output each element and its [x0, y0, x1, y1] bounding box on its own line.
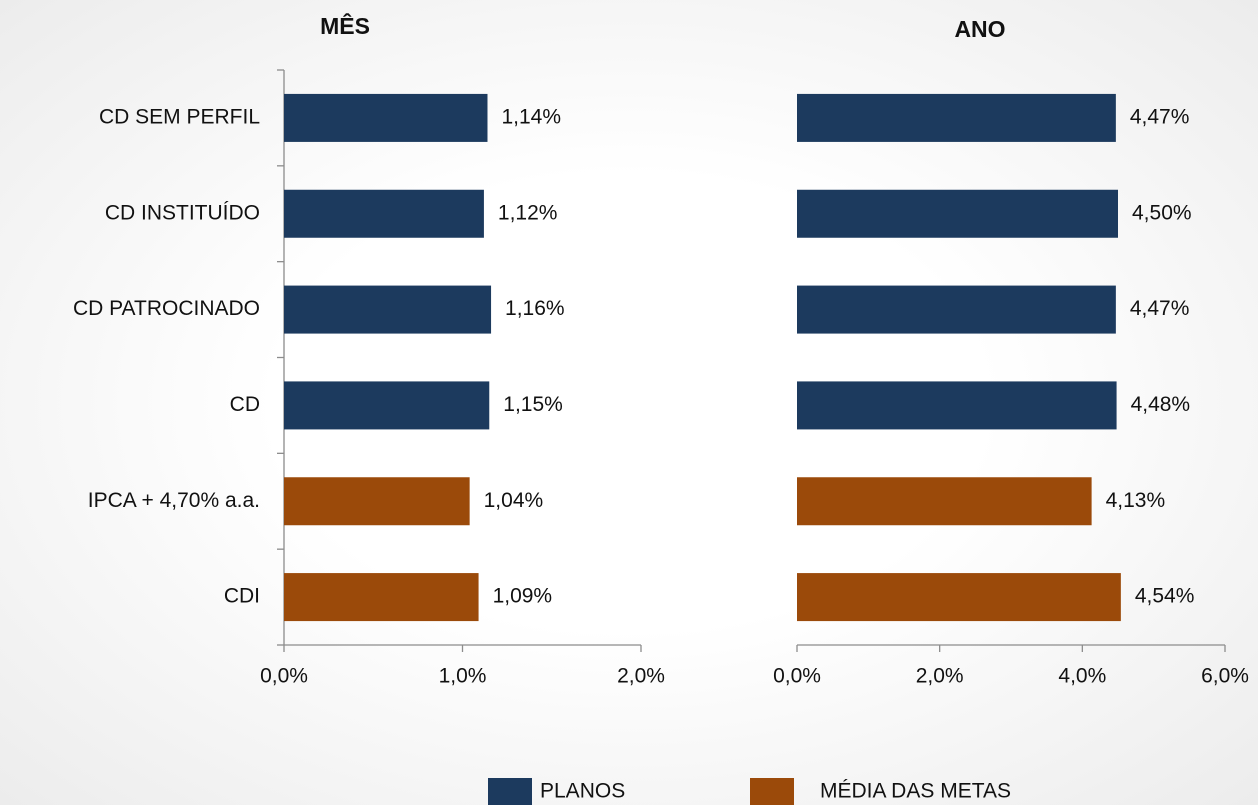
bar — [284, 477, 470, 526]
bar — [284, 381, 490, 430]
value-label: 4,13% — [1106, 489, 1166, 512]
x-tick-label: 1,0% — [439, 665, 487, 688]
y-tick-label: CD INSTITUÍDO — [105, 201, 260, 224]
chart-title: MÊS — [320, 12, 370, 39]
value-label: 1,09% — [493, 585, 553, 608]
value-label: 4,48% — [1131, 393, 1191, 416]
chart-title: ANO — [954, 16, 1005, 42]
bar — [797, 381, 1117, 430]
bar — [797, 573, 1121, 622]
y-tick-label: CD PATROCINADO — [73, 297, 260, 320]
y-tick-label: CD SEM PERFIL — [99, 105, 260, 128]
x-tick-label: 2,0% — [617, 665, 665, 688]
x-tick-label: 6,0% — [1201, 665, 1249, 688]
value-label: 1,15% — [503, 393, 563, 416]
bar — [284, 93, 488, 142]
x-tick-label: 0,0% — [260, 665, 308, 688]
bar — [284, 285, 492, 334]
y-tick-label: IPCA + 4,70% a.a. — [88, 489, 260, 512]
value-label: 1,12% — [498, 201, 558, 224]
value-label: 1,14% — [501, 105, 561, 128]
legend-label: PLANOS — [540, 780, 625, 803]
legend-swatch — [750, 778, 794, 805]
bar — [797, 93, 1116, 142]
legend-label: MÉDIA DAS METAS — [820, 780, 1011, 803]
bar — [797, 189, 1118, 238]
value-label: 4,50% — [1132, 201, 1192, 224]
x-tick-label: 4,0% — [1058, 665, 1106, 688]
y-tick-label: CDI — [224, 585, 260, 608]
value-label: 4,54% — [1135, 585, 1195, 608]
bar — [284, 573, 479, 622]
value-label: 4,47% — [1130, 105, 1190, 128]
bar — [797, 477, 1092, 526]
value-label: 1,16% — [505, 297, 565, 320]
value-label: 1,04% — [484, 489, 544, 512]
x-tick-label: 2,0% — [916, 665, 964, 688]
bar — [284, 189, 484, 238]
x-tick-label: 0,0% — [773, 665, 821, 688]
legend-swatch — [488, 778, 532, 805]
value-label: 4,47% — [1130, 297, 1190, 320]
y-tick-label: CD — [230, 393, 260, 416]
bar — [797, 285, 1116, 334]
